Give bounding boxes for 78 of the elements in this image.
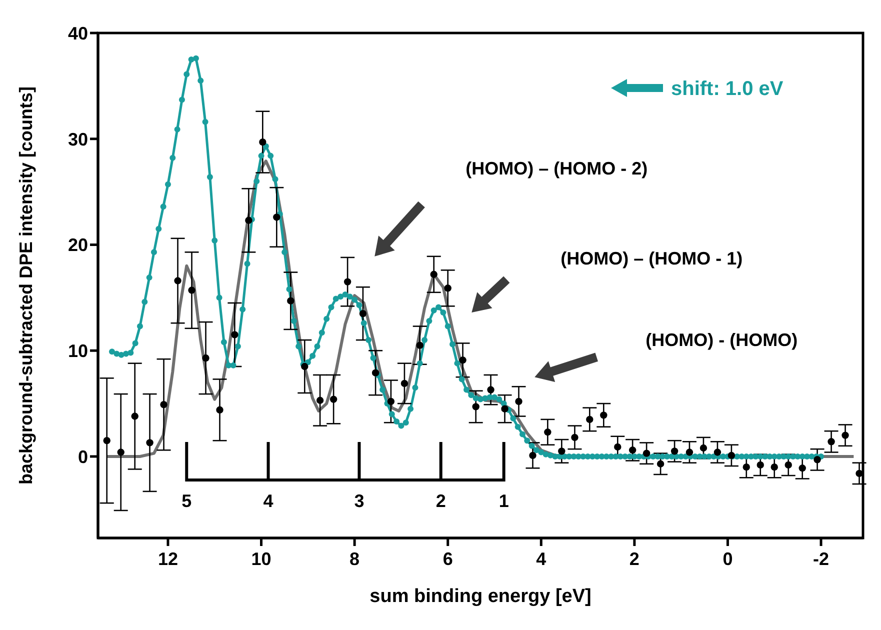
point (400, 380, 408, 388)
point (245, 216, 252, 224)
point (614, 443, 622, 451)
point (103, 437, 110, 444)
point (628, 446, 636, 454)
point (387, 398, 395, 406)
x-tick-label: 6 (442, 548, 453, 569)
annotation: (HOMO) – (HOMO - 2) (466, 158, 648, 178)
point (756, 461, 764, 469)
point (160, 401, 168, 408)
point (316, 396, 324, 404)
point (146, 439, 154, 446)
annotation: (HOMO) – (HOMO - 1) (560, 248, 743, 268)
point (202, 354, 210, 362)
point (301, 362, 308, 370)
point (656, 460, 664, 468)
point (231, 331, 238, 338)
point (842, 432, 849, 439)
x-tick-label: 10 (251, 548, 272, 569)
point (259, 138, 266, 146)
y-tick-label: 40 (68, 23, 88, 44)
line-series (106, 160, 856, 458)
point (487, 386, 494, 394)
point (372, 369, 380, 376)
point (558, 448, 566, 455)
point (814, 456, 821, 464)
point (131, 412, 138, 420)
annotation: shift: 1.0 eV (671, 78, 784, 100)
annotation: 4 (263, 490, 274, 511)
point (742, 463, 750, 471)
point (544, 428, 552, 436)
y-tick-label: 0 (78, 446, 88, 467)
point (586, 416, 594, 424)
y-tick-label: 10 (68, 341, 88, 361)
point (515, 398, 522, 406)
point (459, 356, 466, 364)
annotation: 5 (182, 490, 192, 511)
point (287, 297, 294, 304)
point (798, 464, 806, 472)
annotation: (HOMO) - (HOMO) (646, 330, 798, 350)
point (344, 278, 352, 286)
point (416, 342, 424, 349)
y-axis-title: background-subtracted DPE intensity [counts] (16, 86, 36, 485)
annotation: 2 (436, 490, 446, 511)
point (642, 450, 650, 457)
point (188, 286, 196, 294)
point (784, 461, 792, 469)
point (600, 412, 608, 419)
point (472, 403, 480, 410)
point (430, 270, 438, 278)
point (670, 448, 678, 455)
point (856, 470, 863, 478)
point (444, 284, 452, 292)
point (501, 405, 508, 412)
point (700, 444, 708, 452)
point (686, 448, 694, 456)
point (714, 448, 722, 456)
x-tick-label: 8 (350, 548, 360, 569)
annotation: 1 (498, 490, 509, 511)
point (330, 396, 338, 403)
point (828, 438, 835, 446)
point (174, 277, 182, 284)
x-axis-title: sum binding energy [eV] (370, 586, 592, 607)
y-tick-label: 20 (68, 235, 88, 256)
annotation: 3 (354, 490, 364, 511)
point (117, 448, 124, 456)
y-tick-label: 30 (68, 129, 88, 150)
x-tick-label: 4 (536, 548, 546, 569)
point (770, 463, 778, 471)
point (273, 214, 280, 221)
point (571, 434, 578, 442)
x-tick-label: 12 (158, 548, 178, 569)
x-tick-label: 0 (722, 548, 733, 569)
x-tick-label: 2 (629, 548, 640, 569)
point (359, 310, 367, 318)
point (529, 452, 536, 460)
x-tick-label: -2 (813, 548, 830, 569)
point (216, 406, 224, 414)
